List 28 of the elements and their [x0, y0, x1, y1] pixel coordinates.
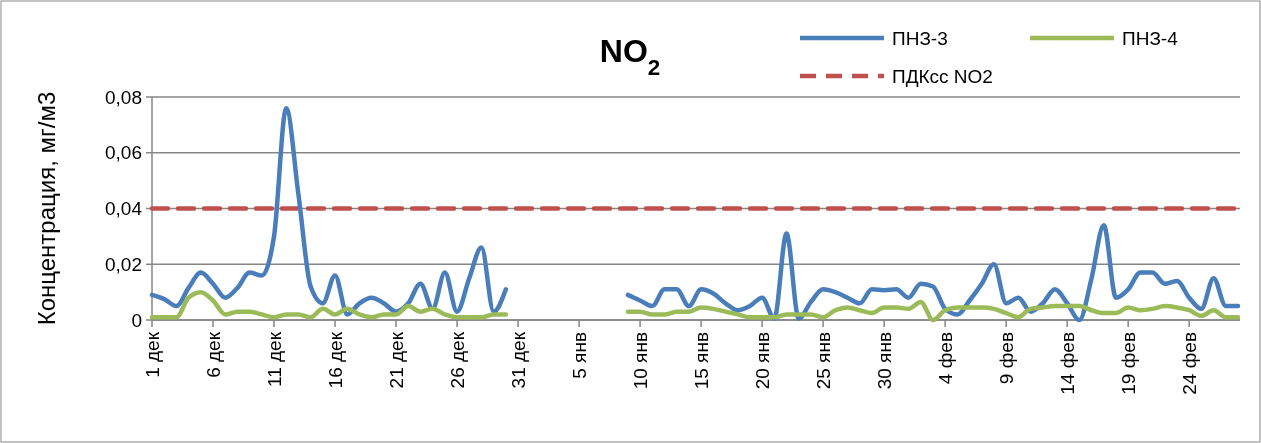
x-tick-label: 11 дек	[264, 331, 286, 387]
y-tick-label: 0,02	[105, 253, 142, 275]
y-tick-label: 0,04	[105, 198, 143, 220]
x-tick-label: 20 янв	[752, 332, 774, 390]
x-tick-label: 19 фев	[1118, 332, 1140, 395]
x-tick-label: 10 янв	[630, 332, 652, 390]
y-tick-label: 0,08	[105, 86, 142, 108]
x-tick-label: 30 янв	[874, 332, 896, 390]
legend-label: ПНЗ-3	[892, 27, 948, 49]
legend-label: ПДКсс NO2	[892, 65, 993, 87]
x-tick-label: 21 дек	[386, 331, 408, 389]
x-tick-label: 15 янв	[691, 332, 713, 390]
chart-title: NO$_{2}$	[599, 33, 661, 80]
y-axis-title: Концентрация, мг/м3	[33, 91, 60, 326]
x-tick-label: 6 дек	[203, 331, 225, 378]
legend-label: ПНЗ-4	[1122, 27, 1179, 49]
x-tick-label: 31 дек	[508, 331, 530, 389]
x-tick-label: 5 янв	[569, 332, 591, 379]
y-tick-label: 0	[131, 309, 142, 331]
x-tick-label: 14 фев	[1057, 332, 1079, 395]
x-tick-label: 4 фев	[935, 332, 957, 385]
x-tick-label: 24 фев	[1179, 332, 1201, 395]
x-tick-label: 9 фев	[996, 332, 1018, 385]
y-tick-label: 0,06	[105, 142, 142, 164]
x-tick-label: 25 янв	[813, 332, 835, 390]
x-tick-label: 1 дек	[142, 331, 163, 378]
x-tick-label: 16 дек	[325, 331, 347, 389]
x-tick-label: 26 дек	[447, 331, 469, 389]
